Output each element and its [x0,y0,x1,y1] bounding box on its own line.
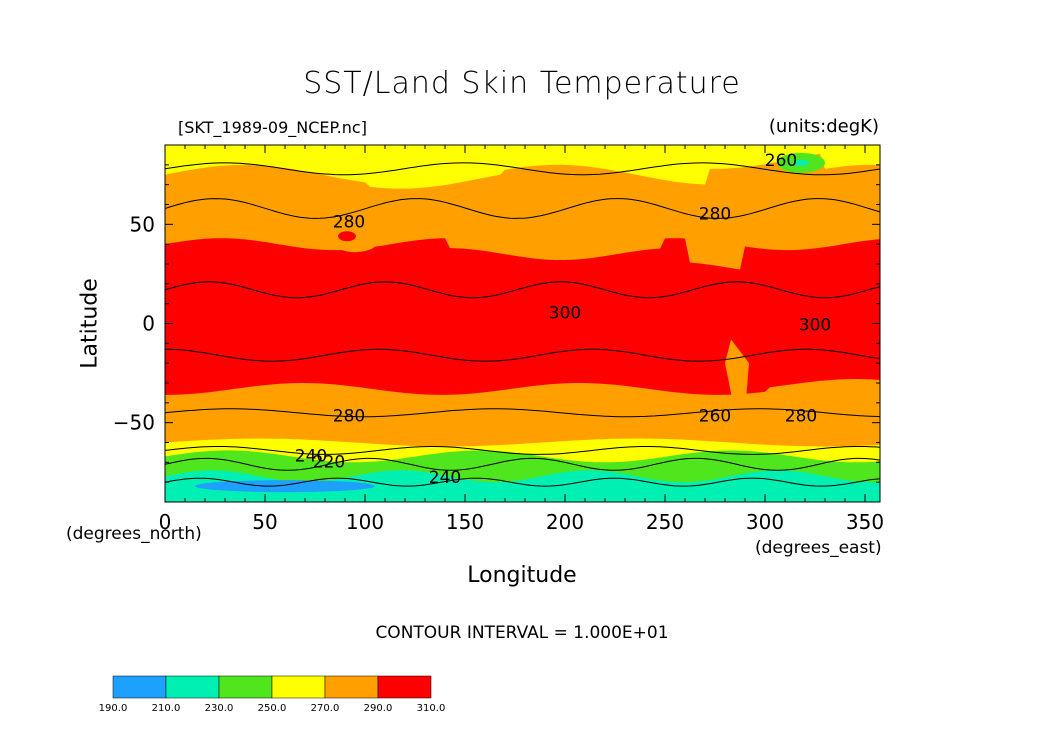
andes-orange [725,339,749,413]
contour-260-south [165,446,880,455]
colorbar-label: 210.0 [152,703,181,714]
contour-label: 240 [429,468,461,488]
colorbar-swatch [271,675,326,699]
x-axis-label: Longitude [467,563,577,588]
contour-240-south [165,457,880,471]
colorbar-swatch [324,675,379,699]
x-tick-label: 0 [159,510,172,534]
contour-220-south [165,477,880,487]
contour-label: 280 [333,212,365,232]
contour-260-north [165,162,880,176]
contour-label: 240 [295,446,327,466]
x-tick-label: 200 [546,510,584,534]
tibet-red [338,231,356,242]
contour-300-south [165,348,880,362]
colorbar-label: 190.0 [99,703,128,714]
contour-label: 280 [785,407,817,427]
colorbar-label: 310.0 [417,703,446,714]
band-yellow-north [165,145,880,189]
x-tick-label: 350 [846,510,884,534]
band-red [165,238,880,395]
contour-label: 280 [699,204,731,224]
y-tick-label: −50 [113,411,155,435]
y-tick-label: 0 [142,312,155,336]
dataset-label: [SKT_1989-09_NCEP.nc] [178,118,367,137]
contour-280-north [165,198,880,219]
x-tick-label: 250 [646,510,684,534]
x-tick-label: 300 [746,510,784,534]
contour-280-south [165,408,880,418]
contour-label: 300 [549,304,581,324]
units-label: (units:degK) [768,116,879,137]
colorbar-swatch [218,675,273,699]
colorbar-label: 270.0 [311,703,340,714]
x-axis-units: (degrees_east) [755,538,882,558]
x-tick-label: 50 [252,510,277,534]
contour-label: 260 [699,407,731,427]
band-blue-south [195,480,375,493]
colorbar-swatch [112,675,167,699]
y-tick-label: 50 [130,212,155,236]
colorbar-swatch [377,675,432,699]
colorbar-swatch [165,675,220,699]
contour-label: 220 [313,452,345,472]
contour-label: 300 [799,315,831,335]
contour-interval-label: CONTOUR INTERVAL = 1.000E+01 [375,623,669,643]
x-tick-label: 100 [346,510,384,534]
y-axis-units: (degrees_north) [66,524,202,544]
greenland-teal [793,159,809,166]
colorbar-label: 230.0 [205,703,234,714]
colorbar-label: 250.0 [258,703,287,714]
contour-label: 260 [765,151,797,171]
x-tick-label: 150 [446,510,484,534]
chart-title: SST/Land Skin Temperature [303,66,741,101]
colorbar-label: 290.0 [364,703,393,714]
contour-label: 280 [333,407,365,427]
contour-300-north [165,281,880,299]
